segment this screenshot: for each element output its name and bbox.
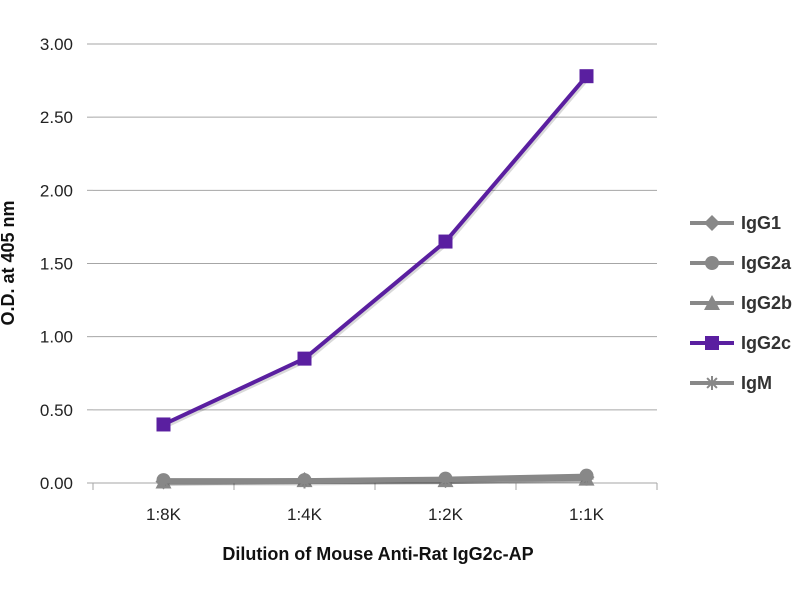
y-tick-label: 0.50 (40, 401, 73, 420)
y-tick-label: 0.00 (40, 474, 73, 493)
series-line (162, 74, 589, 427)
legend-item-igg2b: IgG2b (690, 293, 792, 313)
data-point (156, 474, 171, 489)
gridlines (87, 43, 658, 490)
y-tick-label: 1.50 (40, 255, 73, 274)
x-axis-title: Dilution of Mouse Anti-Rat IgG2c-AP (222, 544, 533, 564)
data-point (297, 474, 312, 489)
legend-marker (705, 336, 719, 350)
data-point (156, 417, 171, 432)
x-tick-labels: 1:8K 1:4K 1:2K 1:1K (146, 505, 605, 524)
y-tick-label: 2.50 (40, 108, 73, 127)
data-point (297, 351, 312, 366)
x-tick-label: 1:2K (428, 505, 464, 524)
legend: IgG1 IgG2a IgG2b IgG2c IgM (690, 213, 792, 393)
legend-label: IgG2c (741, 333, 791, 353)
x-tick-label: 1:8K (146, 505, 182, 524)
series-line-shadow (164, 76, 590, 429)
data-point (438, 473, 453, 488)
legend-marker (704, 295, 720, 310)
legend-label: IgG2b (741, 293, 792, 313)
y-tick-label: 2.00 (40, 181, 73, 200)
legend-marker (704, 215, 720, 231)
legend-label: IgG1 (741, 213, 781, 233)
legend-label: IgG2a (741, 253, 792, 273)
legend-item-igg2c: IgG2c (690, 333, 791, 353)
y-tick-labels: 0.00 0.50 1.00 1.50 2.00 2.50 3.00 (40, 35, 73, 493)
data-point (579, 69, 594, 84)
legend-item-igg2a: IgG2a (690, 253, 792, 273)
legend-item-igm: IgM (690, 373, 772, 393)
y-tick-label: 1.00 (40, 328, 73, 347)
data-point (579, 471, 594, 486)
y-tick-label: 3.00 (40, 35, 73, 54)
data-point (438, 234, 453, 249)
y-axis-title: O.D. at 405 nm (0, 200, 18, 325)
legend-marker (705, 376, 719, 390)
series-lines (155, 69, 595, 490)
legend-marker (705, 256, 719, 270)
series-line (163, 476, 587, 484)
series-igg2c (156, 69, 594, 432)
x-tick-label: 1:4K (287, 505, 323, 524)
legend-label: IgM (741, 373, 772, 393)
x-tick-label: 1:1K (569, 505, 605, 524)
series-igm (156, 471, 594, 489)
legend-item-igg1: IgG1 (690, 213, 781, 233)
